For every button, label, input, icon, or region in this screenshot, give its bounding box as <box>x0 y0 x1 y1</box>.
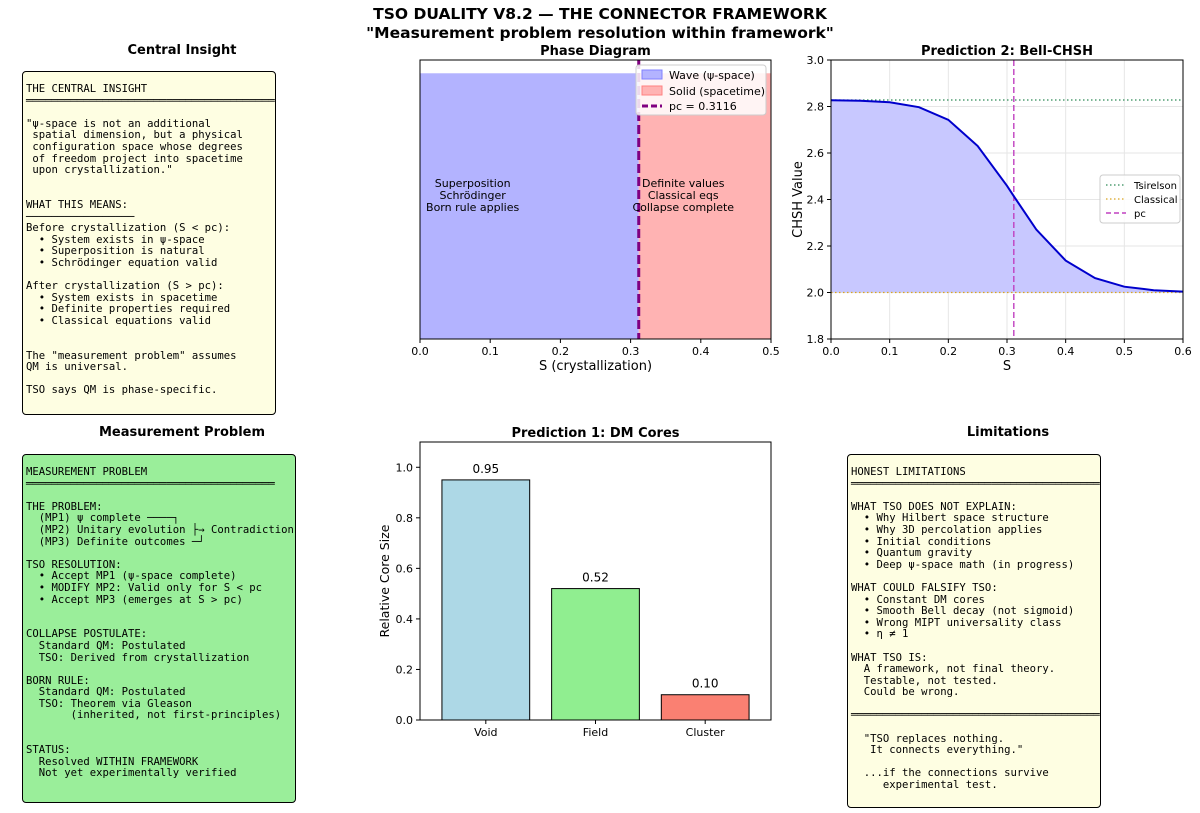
phase-legend-swatch-solid <box>641 85 663 96</box>
bell-fill-area <box>831 100 1183 293</box>
dm-y-tick-label: 1.0 <box>396 461 414 474</box>
dm-bar-void <box>441 479 531 721</box>
phase-legend-label-solid: Solid (spacetime) <box>669 85 765 98</box>
bell-legend-label-classical: Classical <box>1134 195 1178 206</box>
bell-legend-box <box>1099 174 1181 224</box>
phase-region-wave <box>420 73 639 340</box>
figure-title: TSO DUALITY V8.2 — THE CONNECTOR FRAMEWO… <box>0 5 1200 43</box>
phase-legend-swatch-wave <box>641 69 663 80</box>
bell-x-tick-label: 0.0 <box>822 345 840 358</box>
phase-legend-label-wave: Wave (ψ-space) <box>669 69 755 82</box>
dm-y-tick-label: 0.6 <box>396 562 414 575</box>
dm-y-tick-label: 0.4 <box>396 613 414 626</box>
dm-value-label-field: 0.52 <box>582 571 609 585</box>
bell-y-tick-label: 2.4 <box>807 194 825 207</box>
phase-annotation-solid: Definite values <box>642 177 725 190</box>
bell-x-tick-label: 0.2 <box>940 345 958 358</box>
phase-annotation-solid: Collapse complete <box>632 201 734 214</box>
phase-plot-frame <box>419 59 772 340</box>
phase-x-tick-label: 0.3 <box>622 345 640 358</box>
phase-region-solid <box>638 73 771 340</box>
dm-category-label-void: Void <box>474 726 497 739</box>
central-insight-text: THE CENTRAL INSIGHT ════════════════════… <box>26 83 275 397</box>
bell-x-tick-label: 0.4 <box>1057 345 1075 358</box>
dm-bar-cluster <box>660 694 750 721</box>
dm-category-label-field: Field <box>583 726 608 739</box>
bell-x-tick-label: 0.5 <box>1116 345 1134 358</box>
phase-x-tick-label: 0.2 <box>552 345 570 358</box>
dm-plot-frame <box>419 441 772 721</box>
central-insight-title: Central Insight <box>127 43 237 58</box>
bell-y-tick-label: 3.0 <box>807 54 825 67</box>
dm-y-tick-label: 0.8 <box>396 512 414 525</box>
dm-title: Prediction 1: DM Cores <box>511 426 679 441</box>
figure-title-line-2: "Measurement problem resolution within f… <box>366 24 834 42</box>
phase-x-tick-label: 0.0 <box>411 345 429 358</box>
measurement-problem-box: MEASUREMENT PROBLEM ════════════════════… <box>22 454 296 803</box>
dm-y-axis-label: Relative Core Size <box>377 524 392 637</box>
bell-y-tick-label: 2.2 <box>807 240 825 253</box>
bell-y-tick-label: 2.0 <box>807 287 825 300</box>
bell-y-tick-label: 1.8 <box>807 333 825 346</box>
dm-value-label-void: 0.95 <box>472 462 499 476</box>
bell-title: Prediction 2: Bell-CHSH <box>921 44 1093 59</box>
figure-title-line-1: TSO DUALITY V8.2 — THE CONNECTOR FRAMEWO… <box>373 5 827 23</box>
dm-value-label-cluster: 0.10 <box>692 677 719 691</box>
phase-x-axis-label: S (crystallization) <box>539 359 652 374</box>
phase-x-tick-label: 0.4 <box>692 345 710 358</box>
bell-legend-label-tsirelson: Tsirelson <box>1133 181 1177 192</box>
bell-x-tick-label: 0.1 <box>881 345 899 358</box>
bell-y-axis-label: CHSH Value <box>791 161 806 238</box>
dm-category-label-cluster: Cluster <box>686 726 726 739</box>
phase-annotation-solid: Classical eqs <box>648 189 719 202</box>
bell-y-tick-label: 2.6 <box>807 147 825 160</box>
measurement-problem-text: MEASUREMENT PROBLEM ════════════════════… <box>26 466 294 780</box>
bell-y-tick-label: 2.8 <box>807 101 825 114</box>
limitations-text: HONEST LIMITATIONS ═════════════════════… <box>851 466 1100 792</box>
limitations-box: HONEST LIMITATIONS ═════════════════════… <box>847 454 1101 808</box>
phase-x-tick-label: 0.1 <box>481 345 499 358</box>
phase-legend-label-pc: pc = 0.3116 <box>669 100 737 113</box>
limitations-title: Limitations <box>966 425 1050 440</box>
bell-legend-label-pc: pc <box>1134 209 1146 220</box>
dm-bar-field <box>551 588 640 721</box>
phase-x-tick-label: 0.5 <box>762 345 780 358</box>
bell-x-tick-label: 0.3 <box>998 345 1016 358</box>
bell-chsh-curve <box>830 99 1184 293</box>
measurement-problem-title: Measurement Problem <box>98 425 266 440</box>
bell-x-tick-label: 0.6 <box>1174 345 1192 358</box>
dm-y-tick-label: 0.2 <box>396 663 414 676</box>
phase-annotation-wave: Superposition <box>435 177 511 190</box>
phase-annotation-wave: Schrödinger <box>440 189 507 202</box>
dm-y-tick-label: 0.0 <box>396 714 414 727</box>
central-insight-box: THE CENTRAL INSIGHT ════════════════════… <box>22 71 276 415</box>
bell-x-axis-label: S <box>1003 359 1011 374</box>
phase-legend-box <box>635 64 767 116</box>
phase-title: Phase Diagram <box>540 44 651 59</box>
phase-annotation-wave: Born rule applies <box>426 201 519 214</box>
